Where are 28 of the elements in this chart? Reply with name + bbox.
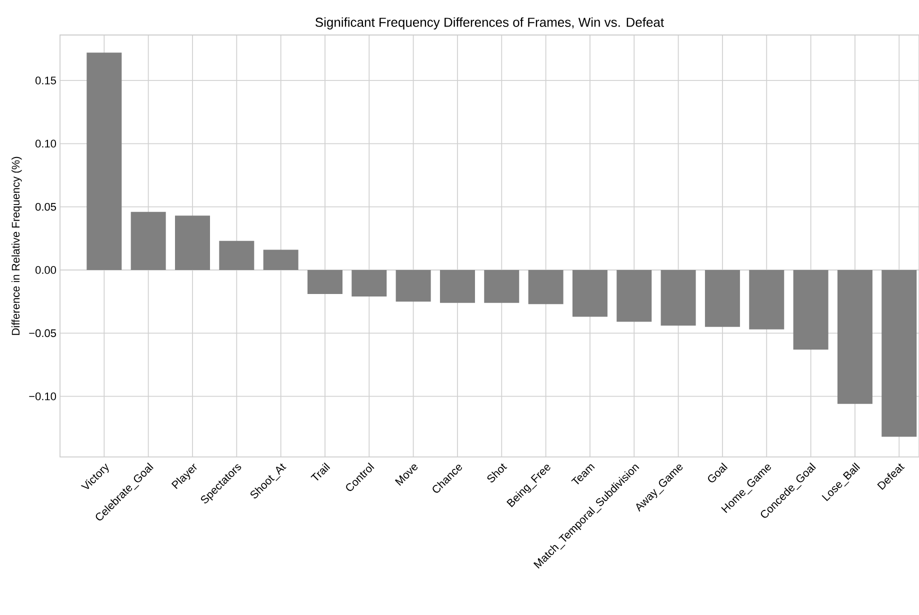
y-tick-label: 0.05 (35, 202, 56, 211)
bar (704, 270, 740, 327)
bar (86, 52, 122, 270)
bar (749, 270, 784, 330)
y-tick-label: 0.00 (35, 266, 56, 274)
y-axis-title: Difference in Relative Frequency (%) (12, 156, 22, 335)
bar (837, 270, 872, 404)
bar (572, 270, 608, 317)
bar (484, 270, 520, 303)
bar (440, 270, 475, 303)
chart-title: Significant Frequency Differences of Frames, Win vs. Defeat (315, 17, 664, 30)
bar (219, 240, 254, 270)
y-tick-label: 0.15 (35, 76, 56, 84)
bar (130, 212, 166, 270)
bar (307, 270, 342, 294)
y-tick-label: −0.10 (29, 392, 56, 400)
x-tick-label: Trail (310, 462, 330, 480)
bar (616, 270, 652, 322)
bar (175, 216, 210, 270)
y-tick-label: −0.05 (29, 329, 56, 338)
bar (660, 270, 696, 326)
y-tick-label: 0.10 (35, 140, 56, 148)
bar (263, 250, 298, 270)
bar (882, 270, 917, 437)
bar (396, 270, 431, 302)
bar (528, 270, 564, 304)
bar (793, 270, 828, 350)
bar (352, 270, 387, 297)
